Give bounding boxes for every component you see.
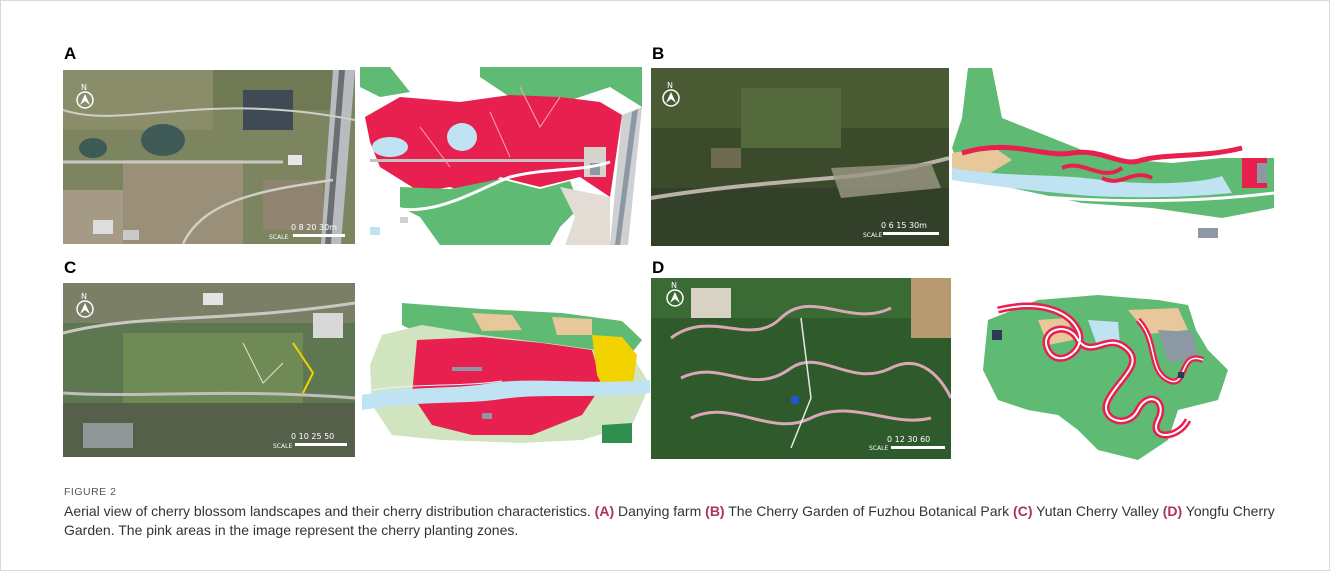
caption-tag-b: (B) <box>705 503 725 519</box>
aerial-photo-d: N 0 12 30 60 SCALE <box>651 278 951 459</box>
caption-text-b: The Cherry Garden of Fuzhou Botanical Pa… <box>728 503 1010 519</box>
svg-text:N: N <box>81 292 87 301</box>
svg-text:N: N <box>81 83 87 92</box>
svg-text:SCALE: SCALE <box>869 445 888 452</box>
panel-letter-a: A <box>64 44 77 63</box>
cherry-map-b <box>952 68 1274 246</box>
svg-text:N: N <box>671 281 677 290</box>
figure-caption: Aerial view of cherry blossom landscapes… <box>64 502 1294 540</box>
svg-text:SCALE: SCALE <box>269 234 288 241</box>
svg-text:SCALE: SCALE <box>863 232 882 239</box>
aerial-photo-b: N 0 6 15 30m SCALE <box>651 68 949 246</box>
caption-text-c: Yutan Cherry Valley <box>1036 503 1159 519</box>
panel-letter-c: C <box>64 258 77 277</box>
cherry-map-d <box>978 290 1234 460</box>
svg-text:0 12 30 60: 0 12 30 60 <box>887 435 930 444</box>
aerial-photo-a: N 0 8 20 30m SCALE <box>63 70 355 244</box>
svg-text:N: N <box>667 81 673 90</box>
caption-text-d: Yongfu Cherry Garden. <box>64 503 1275 538</box>
svg-text:0 10 25 50: 0 10 25 50 <box>291 432 334 441</box>
cherry-map-c <box>362 295 650 443</box>
figure-label: FIGURE 2 <box>64 486 117 498</box>
caption-tag-d: (D) <box>1162 503 1183 519</box>
caption-intro: Aerial view of cherry blossom landscapes… <box>64 503 591 519</box>
aerial-photo-c: N 0 10 25 50 SCALE <box>63 283 355 457</box>
panel-letter-b: B <box>652 44 665 63</box>
panel-letter-d: D <box>652 258 665 277</box>
svg-text:0 6 15 30m: 0 6 15 30m <box>881 221 927 230</box>
caption-text-a: Danying farm <box>618 503 702 519</box>
cherry-map-a <box>360 67 642 245</box>
caption-tag-a: (A) <box>594 503 615 519</box>
caption-outro: The pink areas in the image represent th… <box>118 522 519 538</box>
svg-text:0 8 20 30m: 0 8 20 30m <box>291 223 337 232</box>
svg-text:SCALE: SCALE <box>273 443 292 450</box>
caption-tag-c: (C) <box>1013 503 1033 519</box>
